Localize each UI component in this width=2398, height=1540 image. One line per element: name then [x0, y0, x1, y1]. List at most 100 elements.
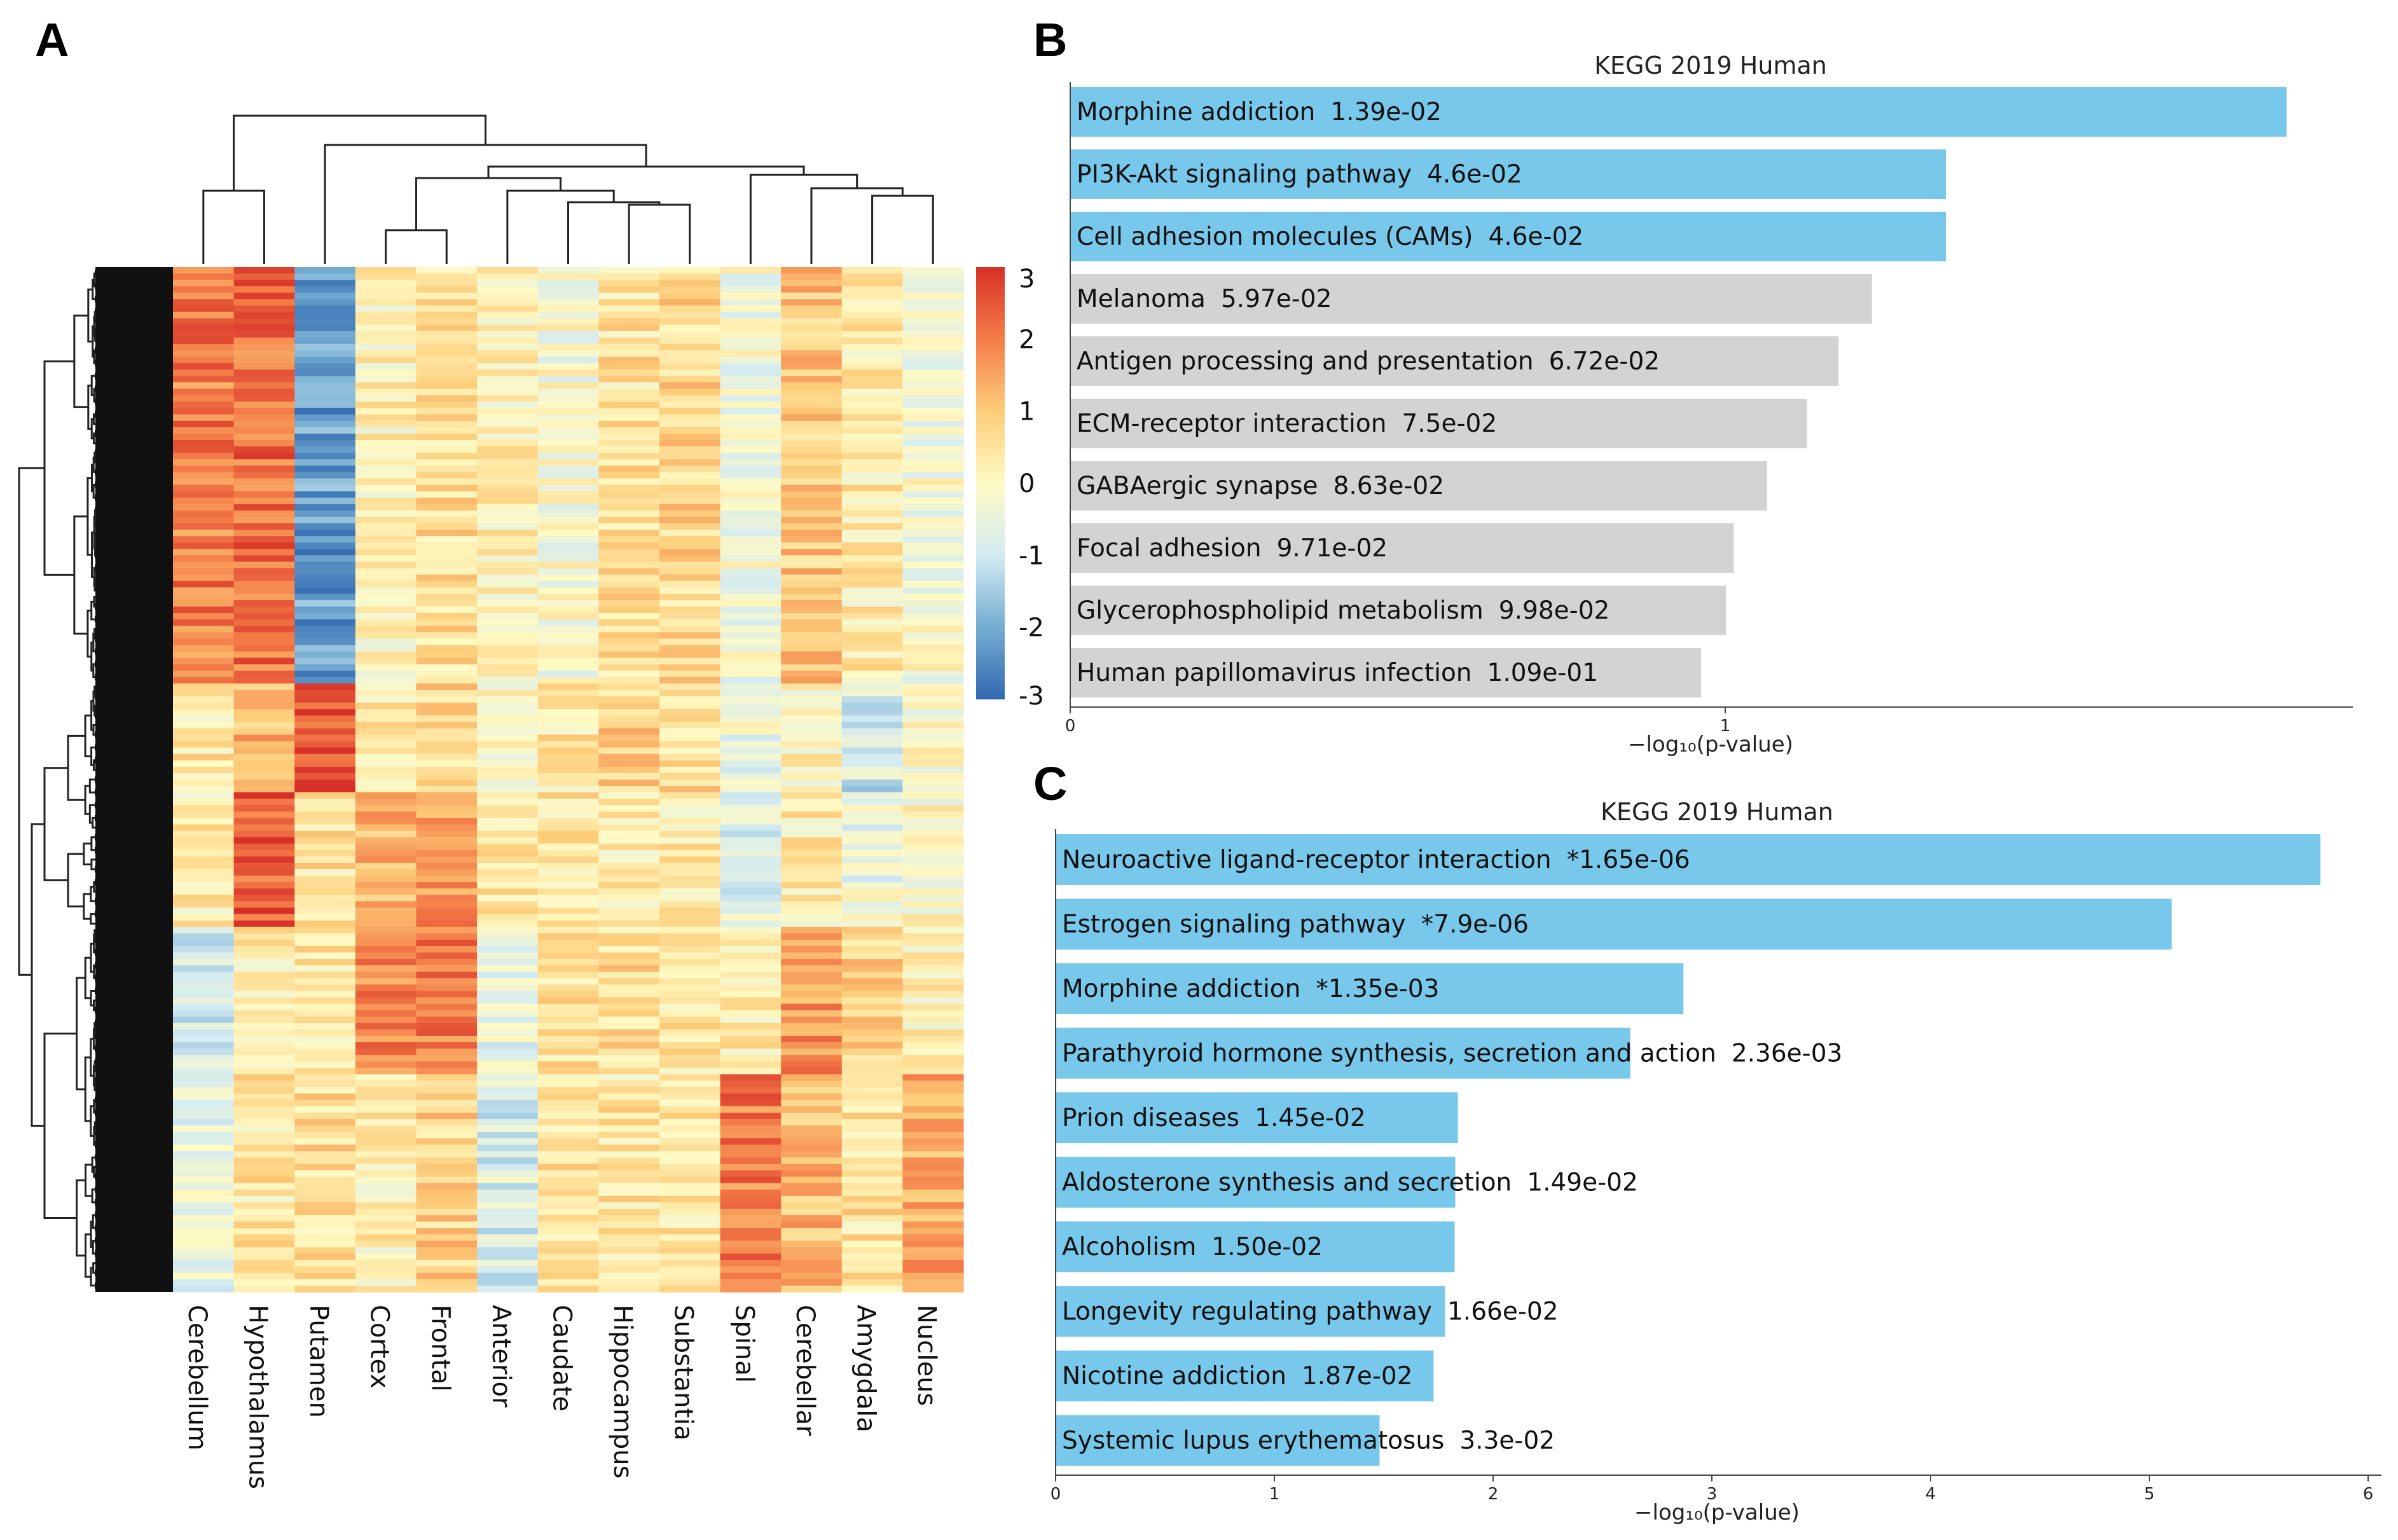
heatmap-cell: [477, 926, 539, 934]
heatmap-cell: [720, 773, 782, 780]
dendrogram-link: [90, 1220, 93, 1248]
heatmap-cell: [720, 1202, 782, 1209]
heatmap-cell: [355, 401, 417, 409]
heatmap-cell: [416, 914, 478, 921]
heatmap-cell: [720, 420, 782, 428]
heatmap-cell: [720, 799, 782, 806]
heatmap-cell: [781, 734, 843, 742]
dendrogram-link: [93, 387, 95, 403]
heatmap-cell: [537, 888, 599, 895]
heatmap-cell: [477, 510, 539, 518]
heatmap-cell: [173, 952, 235, 959]
heatmap-cell: [841, 600, 903, 607]
heatmap-cell: [659, 613, 721, 620]
bar: [1056, 1028, 1630, 1079]
heatmap-cell: [173, 805, 235, 812]
heatmap-cell: [477, 350, 539, 357]
heatmap-cell: [781, 1106, 843, 1113]
heatmap-cell: [841, 420, 903, 428]
heatmap-cell: [233, 1145, 295, 1152]
heatmap-cell: [294, 696, 356, 703]
heatmap-cell: [659, 1170, 721, 1178]
heatmap-cell: [902, 280, 964, 287]
heatmap-cell: [659, 1260, 721, 1267]
heatmap-cell: [902, 632, 964, 639]
heatmap-cell: [537, 799, 599, 806]
heatmap-cell: [841, 561, 903, 569]
heatmap-cell: [781, 869, 843, 876]
heatmap-cell: [720, 882, 782, 889]
heatmap-cell: [477, 280, 539, 287]
heatmap-cell: [477, 536, 539, 543]
heatmap-cell: [355, 1202, 417, 1209]
heatmap-cell: [598, 709, 660, 716]
heatmap-cell: [537, 1247, 599, 1255]
heatmap-cell: [902, 427, 964, 434]
heatmap-cell: [598, 305, 660, 313]
heatmap-cell: [902, 837, 964, 844]
heatmap-cell: [294, 805, 356, 812]
heatmap-cell: [173, 997, 235, 1005]
heatmap-cell: [841, 1228, 903, 1235]
heatmap-cell: [477, 530, 539, 537]
heatmap-cell: [355, 626, 417, 633]
heatmap-cell: [294, 978, 356, 985]
heatmap-cell: [781, 1093, 843, 1101]
heatmap-cell: [233, 574, 295, 582]
heatmap-cell: [659, 741, 721, 748]
heatmap-cell: [294, 914, 356, 921]
heatmap-cell: [720, 1157, 782, 1165]
heatmap-cell: [537, 1234, 599, 1241]
heatmap-cell: [598, 523, 660, 530]
heatmap-cell: [537, 299, 599, 306]
heatmap-cell: [598, 593, 660, 601]
heatmap-cell: [477, 331, 539, 338]
heatmap-cell: [902, 689, 964, 697]
dendrogram-link: [90, 600, 95, 621]
heatmap-cell: [173, 1279, 235, 1286]
heatmap-cell: [537, 1176, 599, 1184]
heatmap-cell: [841, 696, 903, 703]
dendrogram-link: [93, 349, 95, 364]
heatmap-cell: [841, 1253, 903, 1261]
heatmap-cell: [294, 939, 356, 947]
heatmap-cell: [598, 388, 660, 396]
bar-label: Estrogen signaling pathway *7.9e-06: [1062, 911, 1529, 939]
heatmap-cell: [294, 1118, 356, 1126]
dendrogram-link: [91, 1156, 95, 1173]
heatmap-cell: [902, 1202, 964, 1209]
heatmap-cell: [720, 497, 782, 505]
heatmap-cell: [355, 286, 417, 293]
heatmap-cell: [598, 318, 660, 326]
heatmap-cell: [659, 1010, 721, 1017]
heatmap-cell: [173, 593, 235, 601]
heatmap-cell: [416, 388, 478, 396]
heatmap-cell: [902, 920, 964, 928]
heatmap-cell: [902, 1241, 964, 1248]
heatmap-cell: [233, 1074, 295, 1082]
heatmap-cell: [416, 1151, 478, 1158]
heatmap-cell: [902, 414, 964, 422]
heatmap-cell: [477, 780, 539, 787]
heatmap-cell: [841, 1221, 903, 1228]
heatmap-cell: [233, 965, 295, 972]
heatmap-cell: [659, 766, 721, 774]
heatmap-cell: [173, 1195, 235, 1203]
heatmap-cell: [537, 920, 599, 928]
heatmap-cell: [659, 312, 721, 319]
column-label: Substantia: [669, 1305, 698, 1441]
heatmap-cell: [659, 632, 721, 639]
heatmap-cell: [173, 1106, 235, 1113]
heatmap-cell: [416, 446, 478, 453]
heatmap-cell: [659, 318, 721, 326]
heatmap-cell: [537, 696, 599, 703]
heatmap-cell: [537, 670, 599, 678]
heatmap-cell: [902, 1055, 964, 1062]
heatmap-cell: [902, 286, 964, 293]
heatmap-cell: [355, 818, 417, 825]
heatmap-cell: [537, 465, 599, 472]
heatmap-cell: [781, 1234, 843, 1241]
heatmap-cell: [477, 1260, 539, 1267]
